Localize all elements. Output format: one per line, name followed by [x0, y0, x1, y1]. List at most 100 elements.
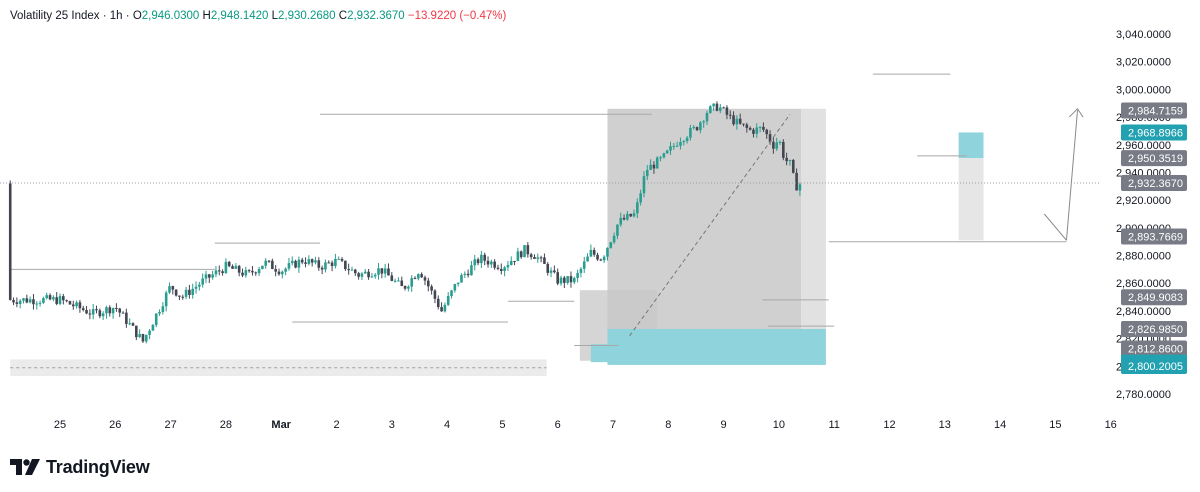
candle-body — [470, 265, 473, 276]
candle-body — [785, 157, 788, 162]
change-value: −13.9220 (−0.47%) — [407, 10, 507, 22]
candle-body — [42, 298, 45, 303]
candle-body — [609, 242, 613, 248]
candle-body — [138, 334, 141, 338]
x-tick-label: 10 — [773, 419, 785, 431]
close-label: C — [338, 10, 348, 22]
candle-body — [88, 313, 92, 315]
arrow-leg-up — [1065, 110, 1079, 241]
candle-body — [128, 323, 131, 325]
candle-body — [599, 259, 603, 261]
price-label-text: 2,893.7669 — [1128, 231, 1183, 243]
candle-body — [768, 134, 772, 142]
candle-body — [28, 299, 32, 303]
y-tick-label: 3,040.0000 — [1116, 29, 1171, 41]
candle-body — [675, 145, 679, 147]
candle-body — [317, 260, 321, 268]
price-label-text: 2,800.2005 — [1128, 361, 1183, 373]
candle-body — [407, 286, 410, 289]
candle-body — [25, 298, 29, 303]
x-tick-label: 9 — [721, 419, 727, 431]
candle-body — [556, 272, 559, 284]
candle-body — [689, 127, 692, 138]
candle-body — [480, 254, 483, 264]
candle-body — [244, 270, 248, 276]
candle-body — [347, 269, 350, 271]
candle-body — [327, 262, 331, 264]
diagonal-dashed-line — [629, 114, 791, 337]
price-label-box — [1121, 340, 1187, 357]
candle-body — [65, 300, 68, 302]
candle-body — [237, 265, 241, 273]
candle-body — [616, 224, 619, 236]
candle-body — [791, 159, 795, 173]
candle-body — [536, 257, 540, 259]
price-label-box — [1121, 150, 1187, 167]
candle-body — [576, 272, 579, 278]
x-tick-label: 28 — [220, 419, 232, 431]
x-tick-label: 4 — [444, 419, 450, 431]
open-value: 2,946.0300 — [141, 10, 200, 22]
x-tick-label: 3 — [389, 419, 395, 431]
candle-body — [679, 142, 682, 146]
candle-body — [8, 183, 12, 300]
candle-body — [705, 112, 709, 122]
candle-body — [224, 261, 228, 274]
candle-body — [131, 323, 135, 326]
low-label: L — [271, 10, 279, 22]
candle-body — [141, 334, 145, 342]
candle-body — [297, 259, 301, 268]
candle-body — [12, 299, 15, 303]
candle-body — [629, 213, 632, 217]
x-tick-label: 7 — [610, 419, 616, 431]
candle-body — [659, 157, 662, 159]
brand-name: TradingView — [46, 456, 150, 477]
candlestick-chart[interactable]: 3,040.00003,020.00003,000.00002,980.0000… — [0, 0, 1200, 445]
candle-body — [324, 262, 327, 270]
candle-body — [709, 106, 712, 113]
candle-body — [652, 164, 656, 169]
candle-body — [453, 284, 457, 291]
candle-body — [277, 271, 281, 275]
candle-body — [52, 297, 55, 300]
x-tick-label: 26 — [109, 419, 121, 431]
candle-body — [446, 296, 450, 305]
candle-body — [672, 145, 676, 147]
candle-body — [795, 172, 798, 191]
candle-body — [636, 202, 639, 214]
x-tick-label: 2 — [333, 419, 339, 431]
high-value: 2,948.1420 — [210, 10, 269, 22]
candle-body — [483, 254, 487, 261]
y-tick-label: 3,020.0000 — [1116, 57, 1171, 69]
price-label-text: 2,984.7159 — [1128, 106, 1183, 118]
x-tick-label: 5 — [499, 419, 505, 431]
candle-body — [214, 270, 218, 275]
candle-body — [685, 137, 689, 142]
candle-body — [320, 267, 324, 270]
tradingview-brand[interactable]: TradingView — [10, 455, 150, 479]
candle-body — [772, 141, 775, 149]
range-box-gray — [607, 108, 802, 331]
candle-body — [722, 107, 725, 109]
candle-body — [553, 270, 556, 273]
candle-body — [546, 263, 550, 273]
x-tick-label: 12 — [883, 419, 895, 431]
chart-area[interactable]: 3,040.00003,020.00003,000.00002,980.0000… — [0, 0, 1200, 445]
candle-body — [307, 259, 311, 264]
candle-body — [95, 309, 98, 311]
candle-body — [161, 306, 165, 312]
price-label-box — [1121, 228, 1187, 245]
candle-body — [75, 302, 78, 307]
candle-body — [798, 184, 802, 191]
candle-body — [506, 264, 510, 268]
candle-body — [383, 268, 387, 274]
arrow-leg-down — [1043, 213, 1067, 241]
candle-body — [251, 270, 254, 273]
candle-body — [188, 289, 191, 295]
candle-body — [645, 169, 649, 177]
candle-body — [662, 153, 666, 158]
candle-body — [413, 278, 417, 280]
candle-body — [732, 115, 735, 125]
candle-body — [566, 276, 569, 283]
candle-body — [363, 271, 367, 274]
